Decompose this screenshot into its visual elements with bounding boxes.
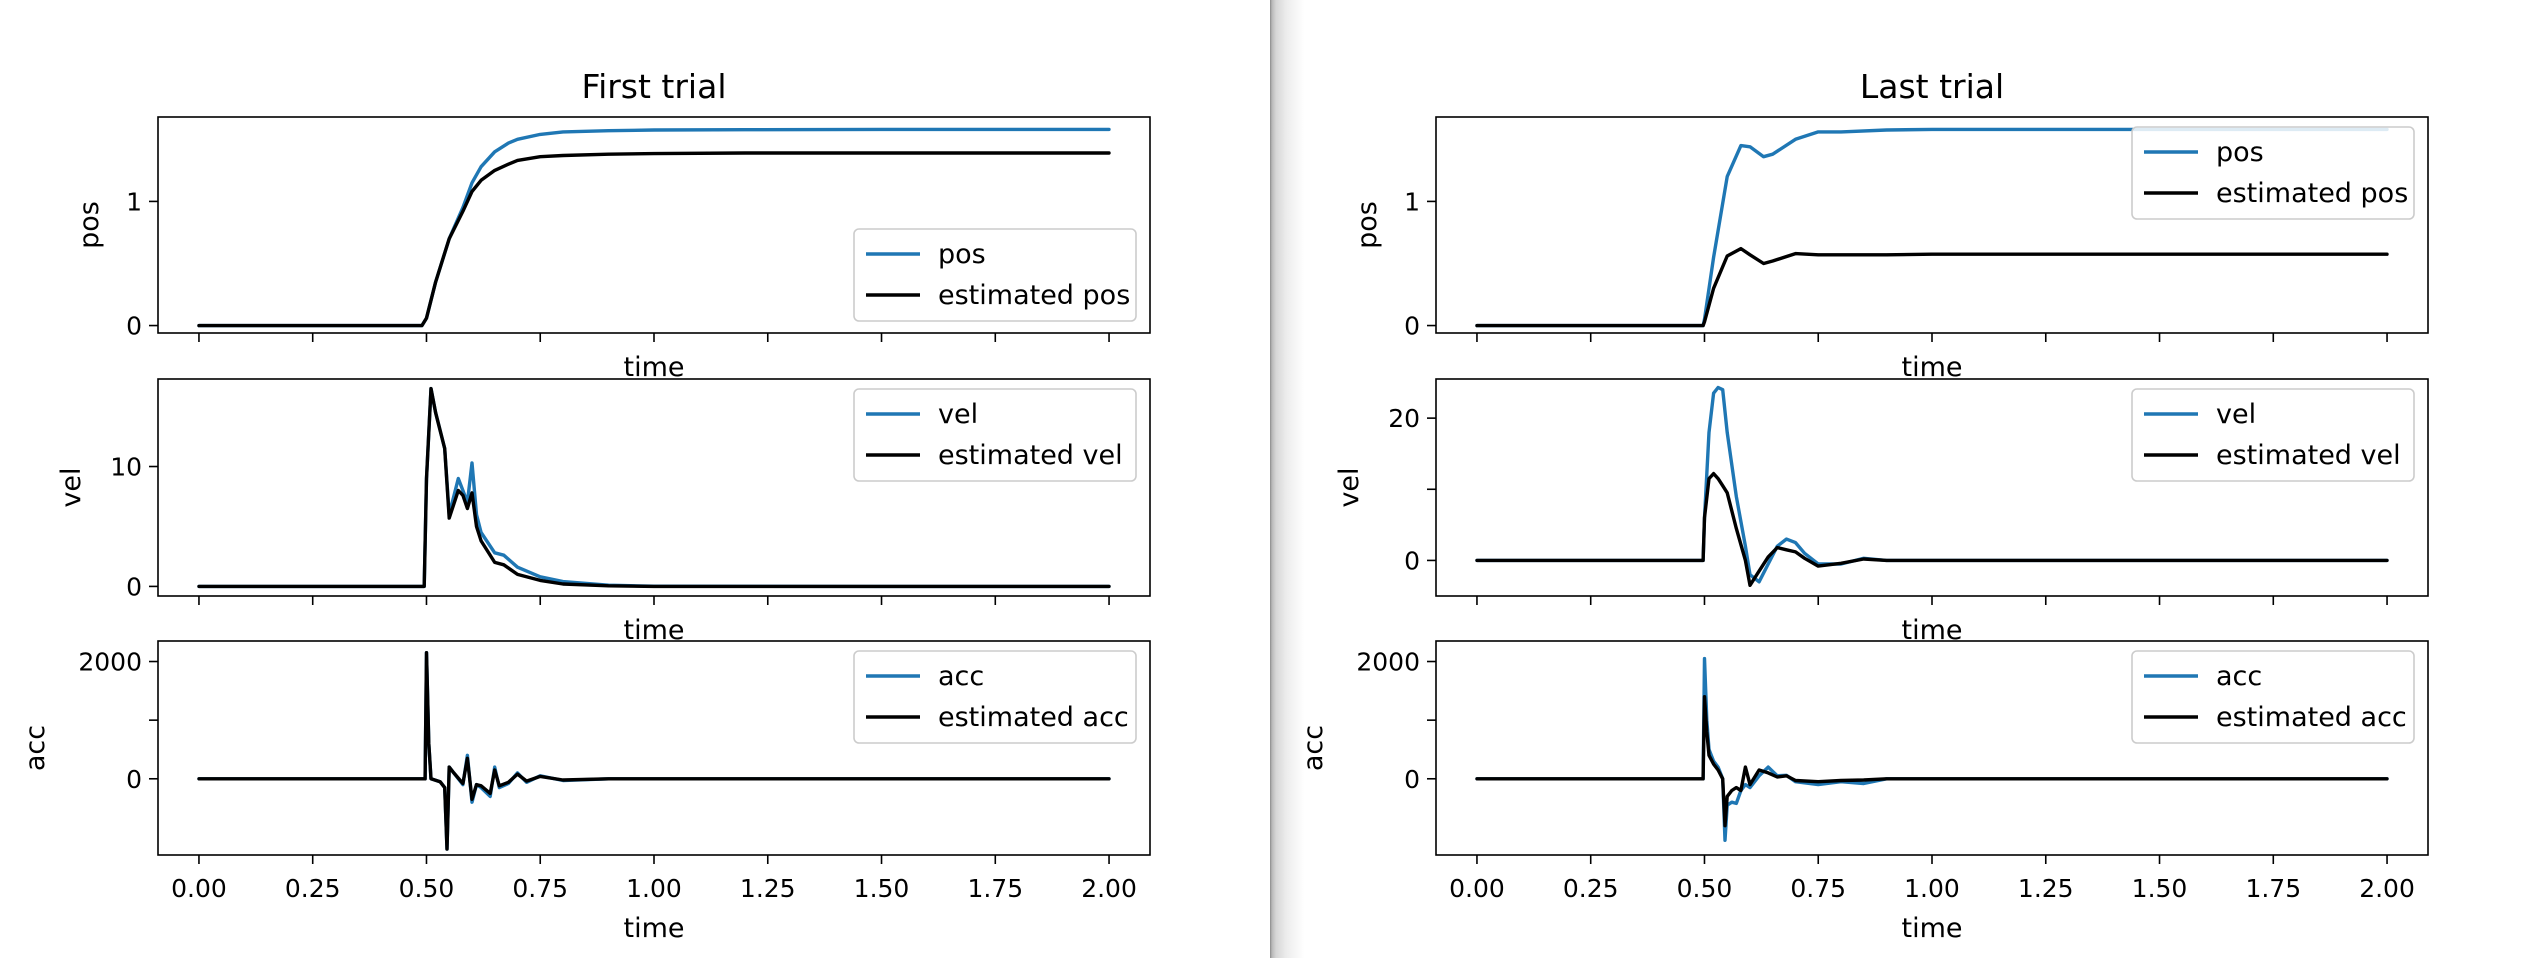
x-tick-label: 1.25 [740, 874, 796, 903]
x-tick-label: 0.50 [1677, 874, 1733, 903]
y-tick-label: 1 [1404, 187, 1420, 216]
series-line-estimated-vel [197, 386, 1111, 589]
legend-label: vel [2216, 399, 2256, 430]
y-tick-label: 0 [126, 765, 142, 794]
legend: vel estimated vel [853, 388, 1137, 482]
subplot-acc: 0 2000 0.00 0.25 0.50 0.75 1.00 1.25 1.50 1.75 2.0… [20, 640, 1151, 944]
y-tick-label: 0 [126, 572, 142, 601]
legend-label: acc [2216, 661, 2262, 692]
y-tick-label: 0 [1404, 312, 1420, 341]
legend-label: estimated vel [2216, 440, 2401, 471]
y-tick-label: 0 [1404, 546, 1420, 575]
x-tick-label: 1.00 [1904, 874, 1960, 903]
y-tick-label: 1 [126, 187, 142, 216]
x-tick-label: 0.25 [285, 874, 341, 903]
y-axis-label: acc [20, 725, 51, 771]
chart-first-trial: First trial 0 1 time pos pos estimated pos 0 10 t… [20, 67, 1151, 944]
y-tick-label: 0 [1404, 765, 1420, 794]
x-tick-label: 0.00 [1449, 874, 1505, 903]
x-tick-label: 1.25 [2018, 874, 2074, 903]
x-axis-label: time [1901, 352, 1962, 383]
x-tick-label: 2.00 [1081, 874, 1137, 903]
x-tick-label: 2.00 [2359, 874, 2415, 903]
legend: acc estimated acc [853, 650, 1137, 744]
y-axis-label: pos [74, 201, 105, 249]
legend-label: vel [938, 399, 978, 430]
series-line-pos [1475, 127, 2389, 328]
chart-title: First trial [581, 67, 726, 106]
subplot-pos: 0 1 time pos pos estimated pos [74, 116, 1151, 383]
x-tick-label: 0.00 [171, 874, 227, 903]
legend-label: pos [938, 239, 986, 270]
x-tick-label: 1.50 [2132, 874, 2188, 903]
y-tick-label: 0 [126, 312, 142, 341]
x-tick-label: 1.75 [967, 874, 1023, 903]
x-tick-label: 1.50 [854, 874, 910, 903]
x-tick-label: 1.00 [626, 874, 682, 903]
x-tick-label: 0.50 [399, 874, 455, 903]
y-axis-label: pos [1352, 201, 1383, 249]
y-tick-label: 10 [110, 453, 142, 482]
figure-panel-last-trial: Last trial 0 1 time pos pos estimated pos 0 20 ti… [1278, 0, 2540, 958]
legend-label: pos [2216, 137, 2264, 168]
series-line-estimated-acc [197, 651, 1111, 851]
y-tick-label: 2000 [78, 648, 142, 677]
chart-last-trial: Last trial 0 1 time pos pos estimated pos 0 20 ti… [1298, 67, 2429, 944]
x-tick-label: 0.25 [1563, 874, 1619, 903]
legend: pos estimated pos [2131, 126, 2415, 220]
figure-panel-first-trial: First trial 0 1 time pos pos estimated pos 0 10 t… [20, 67, 1151, 944]
series-line-estimated-acc [1475, 695, 2389, 828]
window-divider[interactable] [1270, 0, 1304, 958]
series-line-estimated-pos [197, 151, 1111, 328]
legend: acc estimated acc [2131, 650, 2415, 744]
subplot-acc: 0 2000 0.00 0.25 0.50 0.75 1.00 1.25 1.50 1.75 2.0… [1298, 640, 2429, 944]
x-axis-label: time [1901, 913, 1962, 944]
legend-box [853, 650, 1137, 744]
x-tick-label: 0.75 [1790, 874, 1846, 903]
series-line-estimated-vel [1475, 471, 2389, 587]
legend-box [853, 388, 1137, 482]
legend-label: estimated acc [938, 702, 1129, 733]
legend-box [2131, 388, 2415, 482]
y-tick-label: 2000 [1356, 648, 1420, 677]
legend-box [2131, 126, 2415, 220]
x-tick-label: 1.75 [2245, 874, 2301, 903]
x-axis-label: time [623, 352, 684, 383]
x-tick-label: 0.75 [512, 874, 568, 903]
legend-label: estimated vel [938, 440, 1123, 471]
legend-box [2131, 650, 2415, 744]
subplot-pos: 0 1 time pos pos estimated pos [1352, 116, 2429, 383]
y-axis-label: vel [1334, 467, 1365, 507]
legend-box [853, 228, 1137, 322]
legend-label: estimated acc [2216, 702, 2407, 733]
x-axis-label: time [623, 913, 684, 944]
chart-title: Last trial [1860, 67, 2004, 106]
legend-label: estimated pos [938, 280, 1130, 311]
legend: vel estimated vel [2131, 388, 2415, 482]
series-line-estimated-pos [1475, 246, 2389, 328]
legend-label: acc [938, 661, 984, 692]
legend-label: estimated pos [2216, 178, 2408, 209]
y-axis-label: vel [56, 467, 87, 507]
y-tick-label: 20 [1388, 404, 1420, 433]
legend: pos estimated pos [853, 228, 1137, 322]
